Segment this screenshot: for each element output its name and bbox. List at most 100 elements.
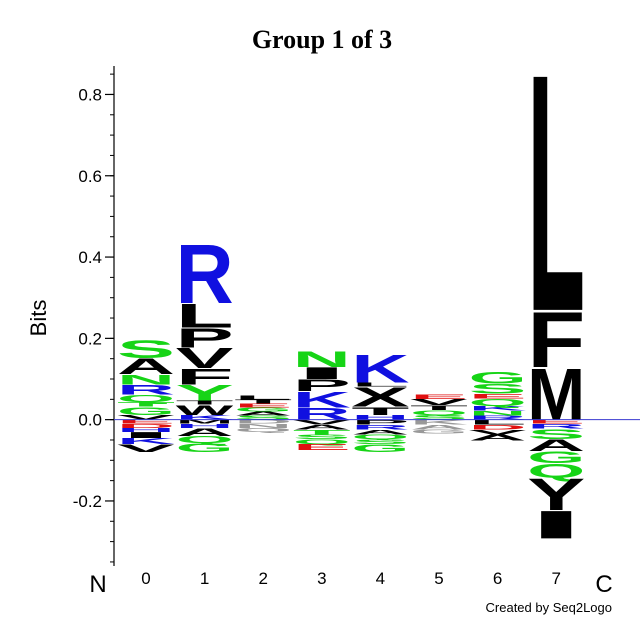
logo-glyph-q: Q — [410, 409, 468, 417]
logo-glyph-l: L — [351, 381, 409, 387]
logo-glyph-k: K — [117, 436, 175, 445]
logo-glyph-l: L — [234, 394, 292, 400]
logo-glyph-r: R — [469, 415, 527, 421]
x-tick-label: 7 — [551, 569, 560, 588]
logo-glyph-g: G — [234, 407, 292, 413]
logo-glyph-l: L — [527, 4, 585, 383]
logo-glyph-n: N — [117, 372, 175, 388]
c-terminus-label: C — [595, 571, 612, 598]
y-tick-label: 0.2 — [78, 329, 102, 348]
logo-glyph-n: N — [293, 347, 351, 372]
logo-glyph-e: E — [469, 392, 527, 400]
logo-glyph-g: G — [351, 442, 409, 454]
logo-glyph-s: S — [469, 381, 527, 397]
logo-glyph-k: K — [176, 414, 234, 422]
logo-glyph-g: G — [527, 448, 585, 467]
logo-glyph-y: Y — [176, 380, 234, 405]
logo-glyph-d: D — [117, 423, 175, 429]
logo-glyph-k: K — [351, 347, 409, 391]
logo-glyph-s: S — [293, 433, 351, 441]
logo-glyph-a: A — [469, 433, 527, 442]
y-tick-label: 0.6 — [78, 167, 102, 186]
logo-glyph-e: E — [527, 419, 585, 425]
logo-glyph-m: M — [527, 354, 585, 436]
logo-glyph-t: T — [410, 404, 468, 412]
x-axis: 0 1 2 3 4 5 6 7 — [141, 569, 561, 588]
logo-glyph-i: I — [527, 503, 585, 547]
logo-glyph-g: G — [117, 405, 175, 417]
logo-glyph-t: T — [351, 405, 409, 418]
logo-glyph-v: V — [469, 428, 527, 436]
logo-glyph-h: H — [351, 414, 409, 422]
x-tick-label: 4 — [376, 569, 385, 588]
logo-glyph-r: R — [176, 227, 234, 321]
logo-glyph-q: Q — [234, 427, 292, 433]
logo-glyph-m: M — [176, 419, 234, 425]
logo-glyph-q: Q — [293, 438, 351, 446]
logo-glyph-t: T — [117, 401, 175, 409]
logo-glyph-y: Y — [527, 469, 585, 520]
logo-glyph-q: Q — [351, 433, 409, 441]
logo-glyph-q: Q — [176, 434, 234, 445]
logo-glyph-a: A — [176, 426, 234, 439]
x-tick-label: 1 — [200, 569, 209, 588]
logo-glyph-g: G — [410, 428, 468, 434]
logo-glyph-t: T — [176, 400, 234, 406]
y-tick-label: 0.4 — [78, 248, 102, 267]
logo-glyph-k: K — [293, 387, 352, 412]
x-tick-label: 6 — [493, 569, 502, 588]
logo-glyph-t: T — [293, 428, 351, 436]
logo-glyph-a: A — [234, 411, 292, 417]
logo-glyph-stacks: VGTQRNASEDHIKVKWTYFVPLRMHAQGSAGETLDNQRKP… — [117, 4, 585, 547]
logo-glyph-r: R — [117, 382, 175, 398]
logo-glyph-a: A — [293, 423, 351, 431]
y-tick-label: -0.2 — [73, 492, 102, 511]
logo-glyph-g: G — [469, 368, 527, 387]
logo-glyph-v: V — [410, 397, 468, 407]
logo-glyph-r: R — [351, 423, 409, 431]
logo-glyph-k: K — [410, 418, 468, 426]
logo-glyph-k: K — [469, 405, 527, 413]
logo-glyph-p: P — [176, 322, 234, 354]
logo-glyph-h: H — [176, 423, 234, 429]
logo-glyph-e: E — [293, 443, 351, 452]
logo-glyph-s: S — [351, 438, 409, 446]
logo-glyph-q: Q — [117, 393, 175, 404]
logo-glyph-v: V — [117, 442, 175, 455]
logo-glyph-a: A — [527, 436, 585, 455]
logo-glyph-a: A — [410, 423, 468, 431]
x-tick-label: 5 — [434, 569, 443, 588]
y-tick-label: 0.0 — [78, 411, 102, 430]
chart-title: Group 1 of 3 — [252, 25, 392, 54]
x-tick-label: 0 — [141, 569, 150, 588]
logo-glyph-v: V — [176, 343, 234, 375]
y-tick-label: 0.8 — [78, 85, 102, 104]
logo-glyph-f: F — [176, 364, 234, 389]
logo-glyph-d: D — [469, 423, 527, 431]
logo-glyph-g: G — [176, 441, 234, 455]
logo-glyph-p: P — [293, 376, 351, 395]
logo-glyph-p: P — [351, 418, 409, 426]
x-tick-label: 3 — [317, 569, 326, 588]
logo-glyph-i: I — [117, 430, 175, 439]
logo-glyph-r: R — [527, 423, 585, 431]
logo-glyph-l: L — [469, 418, 527, 426]
logo-glyph-l: L — [176, 297, 234, 335]
logo-glyph-f: F — [527, 295, 585, 384]
logo-glyph-v: V — [117, 414, 175, 422]
logo-glyph-a: A — [351, 428, 409, 436]
logo-glyph-s: S — [410, 414, 468, 422]
logo-glyph-a: A — [117, 354, 175, 379]
logo-glyph-w: W — [176, 402, 234, 418]
x-tick-label: 2 — [258, 569, 267, 588]
logo-glyph-q: Q — [469, 397, 527, 408]
